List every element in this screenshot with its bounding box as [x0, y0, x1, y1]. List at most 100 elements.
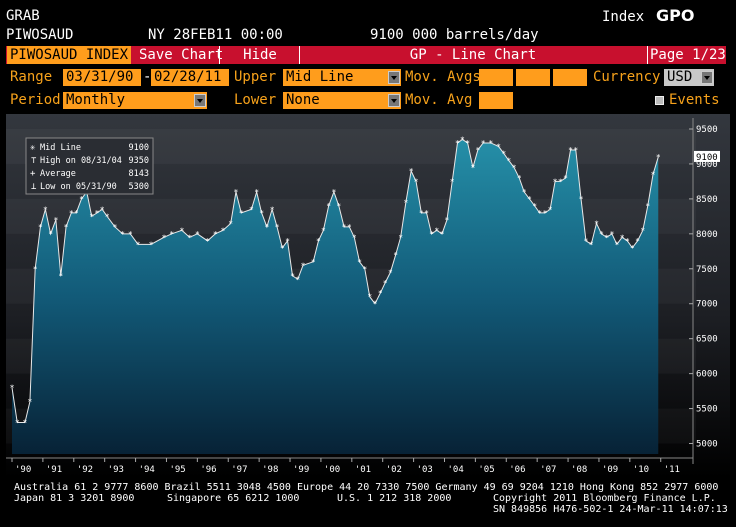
data-point-marker: *: [445, 216, 450, 225]
data-point-marker: *: [331, 188, 336, 197]
range-separator: -: [143, 69, 152, 85]
lower-select[interactable]: None: [283, 92, 401, 109]
data-point-marker: *: [470, 163, 475, 172]
data-point-marker: *: [179, 226, 184, 235]
high-marker-icon: ⊤: [31, 156, 37, 166]
data-point-marker: *: [213, 230, 218, 239]
legend-value: 8143: [129, 169, 149, 179]
data-point-marker: *: [239, 209, 244, 218]
chevron-down-icon[interactable]: [194, 94, 206, 107]
footer-singapore: Singapore 65 6212 1000: [167, 493, 300, 504]
mov-avg-input-1[interactable]: [479, 69, 513, 86]
data-point-marker: *: [347, 223, 352, 232]
data-point-marker: *: [625, 237, 630, 246]
legend-box: [25, 137, 154, 195]
mov-avg-input-2[interactable]: [516, 69, 550, 86]
data-point-marker: *: [429, 230, 434, 239]
grab-label: GRAB: [6, 8, 40, 24]
data-point-marker: *: [15, 419, 20, 428]
x-tick-label: '98: [262, 465, 278, 475]
currency-select[interactable]: USD: [664, 69, 714, 86]
data-point-marker: *: [100, 205, 105, 214]
x-tick-label: '10: [633, 465, 649, 475]
range-from-input[interactable]: 03/31/90: [63, 69, 141, 86]
data-point-marker: *: [501, 149, 506, 158]
data-point-marker: *: [506, 156, 511, 165]
mov-avg-lower-input[interactable]: [479, 92, 513, 109]
x-tick-label: '06: [509, 465, 525, 475]
data-point-marker: *: [656, 153, 661, 162]
low-marker-icon: ⊥: [31, 182, 37, 192]
data-point-marker: *: [221, 226, 226, 235]
footer-japan: Japan 81 3 3201 8900: [14, 493, 135, 504]
data-point-marker: *: [542, 209, 547, 218]
x-tick-label: '04: [447, 465, 463, 475]
x-tick-label: '90: [15, 465, 31, 475]
mov-avg-input-3[interactable]: [553, 69, 587, 86]
data-point-marker: *: [599, 230, 604, 239]
data-point-marker: *: [488, 139, 493, 148]
y-tick-label: 7500: [696, 265, 718, 275]
last-value-tag: 9100: [694, 150, 720, 163]
value-label: 9100 000 barrels/day: [370, 27, 539, 43]
last-value-box: [694, 150, 720, 162]
events-label[interactable]: Events: [669, 92, 720, 108]
index-label: Index: [602, 9, 645, 25]
data-point-marker: *: [553, 177, 558, 186]
data-point-marker: *: [630, 244, 635, 253]
data-point-marker: *: [169, 230, 174, 239]
datetime-label: NY 28FEB11 00:00: [148, 27, 283, 43]
x-tick-label: '07: [540, 465, 556, 475]
data-point-marker: *: [95, 209, 100, 218]
data-point-marker: *: [149, 240, 154, 249]
chevron-down-icon[interactable]: [701, 71, 713, 84]
y-tick-label: 6000: [696, 370, 718, 380]
data-point-marker: *: [28, 398, 33, 407]
page-indicator[interactable]: Page 1/23: [650, 47, 726, 63]
chevron-down-icon[interactable]: [388, 94, 400, 107]
legend-marker-icon: ✳: [30, 143, 36, 153]
y-tick-label: 7000: [696, 300, 718, 310]
data-point-marker: *: [205, 237, 210, 246]
y-axis: 5000 5500 6000 6500 7000 7500 8000 8500 9000 9500: [689, 118, 718, 464]
x-tick-label: '11: [664, 465, 680, 475]
footer-us: U.S. 1 212 318 2000: [337, 493, 452, 504]
data-point-marker: *: [563, 174, 568, 183]
data-point-marker: *: [48, 230, 53, 239]
data-point-marker: *: [481, 139, 486, 148]
line-chart[interactable]: ** ********** *** * **** ** ** * ** *** **** ******…: [6, 114, 730, 478]
upper-select[interactable]: Mid Line: [283, 69, 401, 86]
data-point-marker: *: [43, 205, 48, 214]
data-point-marker: *: [69, 209, 74, 218]
x-tick-label: '09: [602, 465, 618, 475]
x-tick-label: '97: [231, 465, 247, 475]
footer-serial: SN 849856 H476-502-1 24-Mar-11 14:07:13: [493, 504, 728, 515]
data-point-marker: *: [336, 202, 341, 211]
range-to-input[interactable]: 02/28/11: [151, 69, 229, 86]
data-point-marker: *: [517, 174, 522, 183]
data-point-marker: *: [398, 233, 403, 242]
data-point-marker: *: [522, 188, 527, 197]
x-tick-label: '95: [169, 465, 185, 475]
data-point-marker: *: [455, 139, 460, 148]
y-tick-label: 9500: [696, 125, 718, 135]
save-chart-button[interactable]: Save Chart: [139, 47, 224, 63]
upper-label: Upper: [234, 69, 277, 85]
data-point-marker: *: [79, 195, 84, 204]
ticker-label: PIWOSAUD: [6, 27, 74, 43]
period-label: Period: [10, 92, 61, 108]
y-tick-label: 9000: [696, 160, 718, 170]
data-point-marker: *: [362, 265, 367, 274]
data-point-marker: *: [645, 202, 650, 211]
hide-button[interactable]: Hide: [243, 47, 277, 63]
data-point-marker: *: [367, 293, 372, 302]
period-select[interactable]: Monthly: [63, 92, 207, 109]
events-checkbox[interactable]: [655, 96, 664, 105]
chevron-down-icon[interactable]: [388, 71, 400, 84]
data-point-marker: *: [378, 289, 383, 298]
data-point-marker: *: [254, 188, 259, 197]
security-field[interactable]: PIWOSAUD INDEX: [7, 46, 131, 64]
x-tick-label: '02: [386, 465, 402, 475]
data-point-marker: *: [373, 300, 378, 309]
data-point-marker: *: [38, 223, 43, 232]
